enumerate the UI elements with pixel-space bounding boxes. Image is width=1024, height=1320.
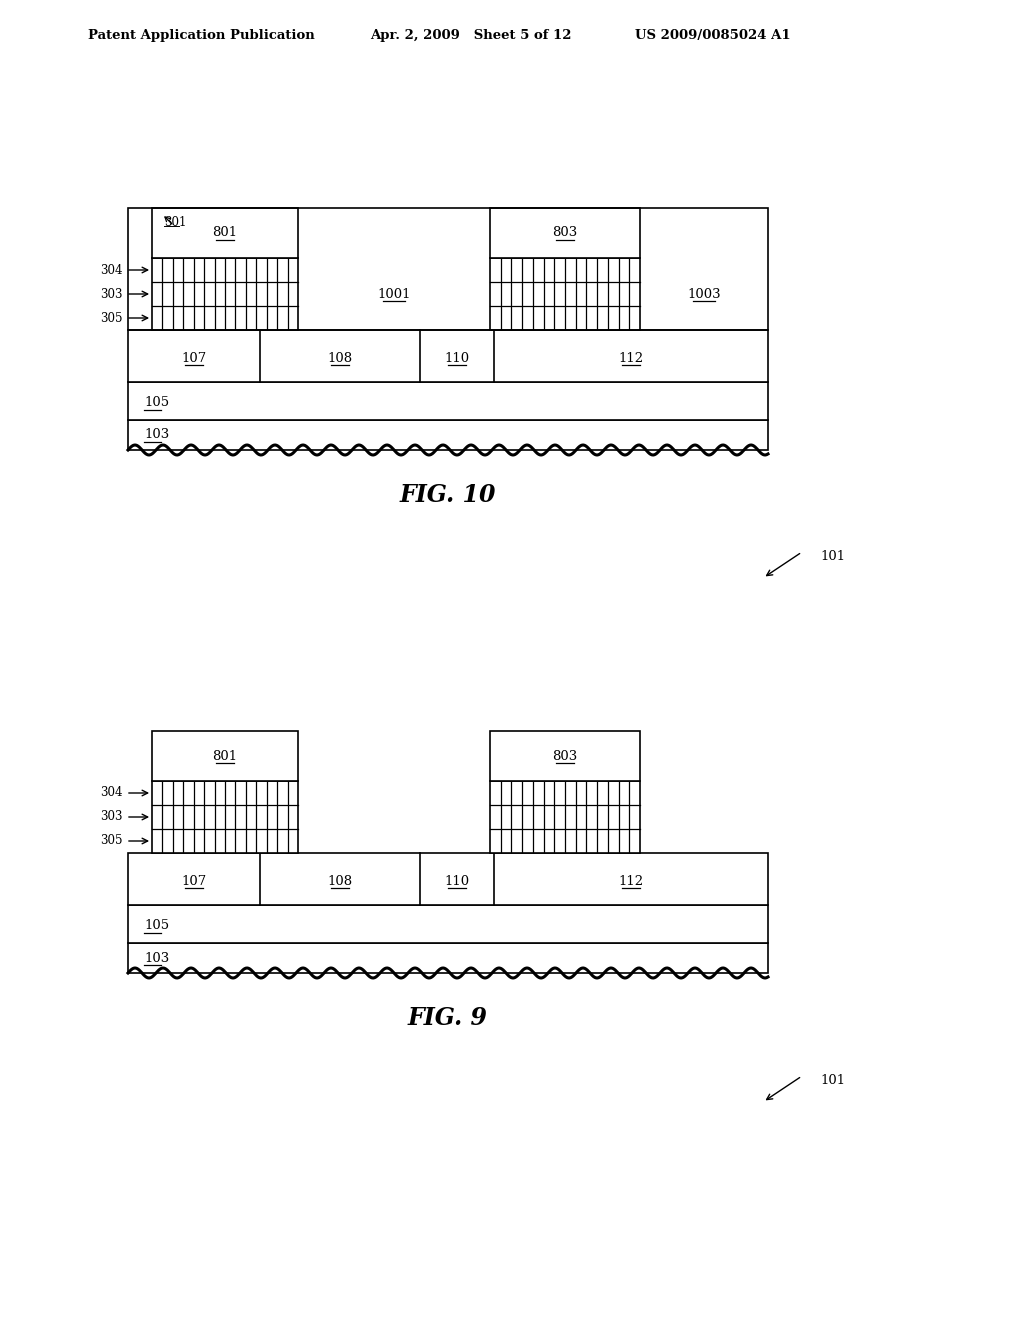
Text: 803: 803 xyxy=(552,750,578,763)
Text: 103: 103 xyxy=(144,952,169,965)
Text: 303: 303 xyxy=(100,288,123,301)
Text: 305: 305 xyxy=(100,834,123,847)
Text: 105: 105 xyxy=(144,396,169,409)
Text: 801: 801 xyxy=(212,750,238,763)
Bar xyxy=(128,381,768,420)
Text: 110: 110 xyxy=(444,352,470,366)
Bar xyxy=(490,781,640,853)
Text: 112: 112 xyxy=(618,875,643,888)
Text: 112: 112 xyxy=(618,352,643,366)
Bar xyxy=(128,420,768,450)
Text: US 2009/0085024 A1: US 2009/0085024 A1 xyxy=(635,29,791,41)
Text: 304: 304 xyxy=(100,787,123,800)
Bar xyxy=(128,209,768,330)
Bar xyxy=(128,853,768,906)
Text: 305: 305 xyxy=(100,312,123,325)
Text: 101: 101 xyxy=(820,549,845,562)
Text: 103: 103 xyxy=(144,429,169,441)
Bar xyxy=(490,731,640,781)
Bar xyxy=(490,209,640,257)
Text: 110: 110 xyxy=(444,875,470,888)
Text: 801: 801 xyxy=(212,227,238,239)
Text: 303: 303 xyxy=(100,810,123,824)
Bar xyxy=(128,906,768,942)
Bar xyxy=(152,781,298,853)
Text: 107: 107 xyxy=(181,352,207,366)
Bar xyxy=(152,209,298,257)
Text: 304: 304 xyxy=(100,264,123,276)
Text: Patent Application Publication: Patent Application Publication xyxy=(88,29,314,41)
Text: FIG. 10: FIG. 10 xyxy=(399,483,497,507)
Text: 1003: 1003 xyxy=(687,288,721,301)
Text: 1001: 1001 xyxy=(377,288,411,301)
Bar xyxy=(152,731,298,781)
Text: Apr. 2, 2009   Sheet 5 of 12: Apr. 2, 2009 Sheet 5 of 12 xyxy=(370,29,571,41)
Text: 108: 108 xyxy=(328,875,352,888)
Bar xyxy=(128,330,768,381)
Text: 301: 301 xyxy=(164,216,186,228)
Text: 107: 107 xyxy=(181,875,207,888)
Bar xyxy=(490,257,640,330)
Text: 803: 803 xyxy=(552,227,578,239)
Bar xyxy=(152,257,298,330)
Text: FIG. 9: FIG. 9 xyxy=(408,1006,488,1030)
Text: 101: 101 xyxy=(820,1073,845,1086)
Text: 108: 108 xyxy=(328,352,352,366)
Text: 105: 105 xyxy=(144,920,169,932)
Bar xyxy=(128,942,768,973)
